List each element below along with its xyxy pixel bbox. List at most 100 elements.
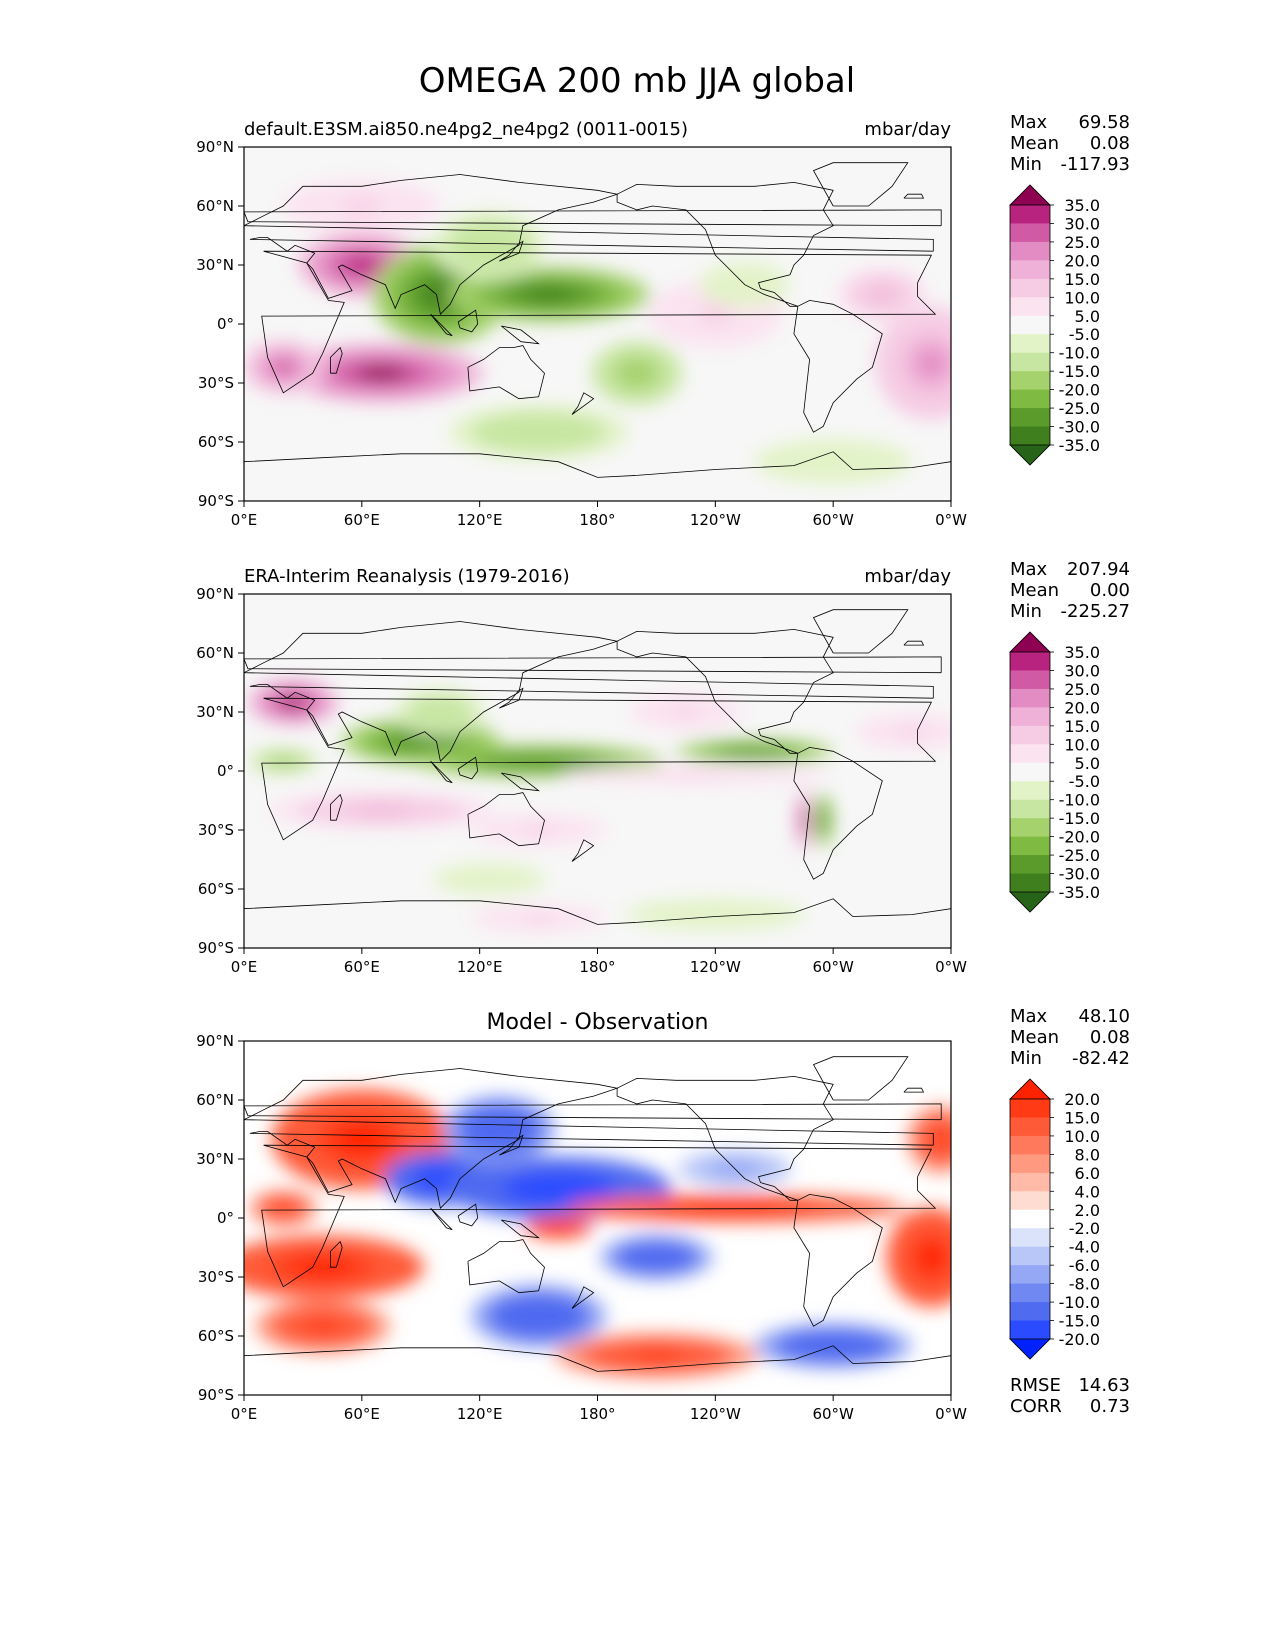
x-tick-label: 60°W (812, 958, 854, 976)
field-anomaly (698, 305, 733, 323)
field-anomaly (734, 748, 775, 755)
colorbar-band (1010, 408, 1050, 428)
colorbar-label: -5.0 (1069, 325, 1100, 344)
stat-value: 69.58 (1078, 112, 1130, 133)
y-tick-label: 60°S (198, 433, 234, 451)
coastline (616, 181, 834, 307)
x-tick-label: 60°E (344, 511, 380, 529)
coastline (793, 1193, 883, 1327)
field-anomaly (932, 1130, 950, 1148)
colorbar-label: 6.0 (1075, 1164, 1100, 1183)
x-tick-label: 0°E (231, 511, 258, 529)
y-tick-label: 30°S (198, 374, 234, 392)
coastline (501, 1219, 540, 1239)
field-anomaly (297, 1259, 348, 1276)
y-tick-label: 90°N (196, 585, 234, 603)
panel-title-left: ERA-Interim Reanalysis (1979-2016) (244, 566, 570, 587)
field-anomaly (353, 805, 410, 815)
colorbar-band (1010, 873, 1050, 893)
colorbar-label: -6.0 (1069, 1256, 1100, 1275)
field-anomaly (870, 287, 894, 302)
stat-value: -82.42 (1072, 1048, 1130, 1069)
stat-label: Mean (1010, 580, 1059, 601)
colorbar-band (1010, 205, 1050, 224)
stat-label: Min (1010, 1048, 1042, 1069)
coastline (244, 209, 942, 227)
y-tick-label: 90°N (196, 1032, 234, 1050)
stat-label: Max (1010, 559, 1048, 580)
x-tick-label: 120°W (690, 958, 741, 976)
colorbar-label: 2.0 (1075, 1201, 1100, 1220)
colorbar-band (1010, 1283, 1050, 1303)
colorbar-band (1010, 260, 1050, 280)
colorbar-label: -15.0 (1059, 1312, 1100, 1331)
x-tick-label: 120°W (690, 511, 741, 529)
stat-label: CORR (1010, 1396, 1062, 1417)
colorbar-band (1010, 352, 1050, 372)
field-anomaly (475, 875, 504, 884)
colorbar-frame (1009, 651, 1051, 893)
colorbar-label: 20.0 (1064, 1090, 1100, 1109)
stat-label: Mean (1010, 1027, 1059, 1048)
coastline (499, 687, 524, 709)
colorbar-label: -15.0 (1059, 362, 1100, 381)
colorbar-label: 8.0 (1075, 1145, 1100, 1164)
colorbar-label: 10.0 (1064, 288, 1100, 307)
coastline (467, 792, 545, 847)
colorbar-label: 15.0 (1064, 717, 1100, 736)
field-anomaly (273, 360, 294, 375)
colorbar-band (1010, 762, 1050, 782)
colorbar-extend-min (1009, 1338, 1051, 1360)
panel-title-left: default.E3SM.ai850.ne4pg2_ne4pg2 (0011-0… (244, 119, 688, 140)
colorbar-band (1010, 334, 1050, 354)
colorbar-band (1010, 744, 1050, 764)
stat-label: Mean (1010, 133, 1059, 154)
y-tick-label: 90°N (196, 138, 234, 156)
x-tick-label: 180° (579, 1405, 615, 1423)
x-tick-label: 120°E (457, 511, 503, 529)
y-tick-label: 0° (217, 762, 234, 780)
field-anomaly (475, 236, 504, 254)
panel-units: mbar/day (864, 119, 951, 140)
colorbar-label: 10.0 (1064, 1127, 1100, 1146)
field-anomaly (515, 425, 562, 439)
coastline (244, 898, 951, 925)
x-tick-label: 180° (579, 511, 615, 529)
field-anomaly (426, 1171, 455, 1186)
y-tick-label: 60°S (198, 880, 234, 898)
coastline (261, 697, 937, 841)
y-tick-label: 60°S (198, 1327, 234, 1345)
field-anomaly (692, 1204, 778, 1212)
colorbar-band (1010, 1135, 1050, 1155)
colorbar-band (1010, 725, 1050, 745)
stat-label: Min (1010, 601, 1042, 622)
coastline (261, 1144, 937, 1288)
stat-label: RMSE (1010, 1375, 1061, 1396)
coastline (244, 451, 951, 478)
coastline (261, 250, 937, 394)
coastlines (244, 162, 951, 478)
colorbar: 20.015.010.08.06.04.02.0-2.0-4.0-6.0-8.0… (1009, 1078, 1100, 1360)
colorbar-label: 15.0 (1064, 270, 1100, 289)
field-anomaly (356, 365, 407, 381)
coastlines (244, 1056, 951, 1372)
stat-value: 14.63 (1078, 1375, 1130, 1396)
field-anomaly (507, 757, 570, 766)
y-tick-label: 30°S (198, 1268, 234, 1286)
x-tick-label: 0°E (231, 958, 258, 976)
colorbar-band (1010, 1265, 1050, 1285)
field-anomaly (631, 1350, 682, 1362)
colorbar-band (1010, 389, 1050, 409)
x-tick-label: 120°E (457, 958, 503, 976)
y-tick-label: 60°N (196, 1091, 234, 1109)
colorbar-extend-max (1009, 184, 1051, 206)
field-anomaly (274, 758, 292, 764)
coastline (501, 325, 540, 345)
stat-value: 0.08 (1090, 133, 1130, 154)
colorbar-label: -10.0 (1059, 344, 1100, 363)
colorbar-band (1010, 1320, 1050, 1340)
x-tick-label: 0°W (935, 1405, 967, 1423)
coastline (812, 609, 909, 654)
colorbar-band (1010, 1302, 1050, 1322)
stat-label: Max (1010, 112, 1048, 133)
